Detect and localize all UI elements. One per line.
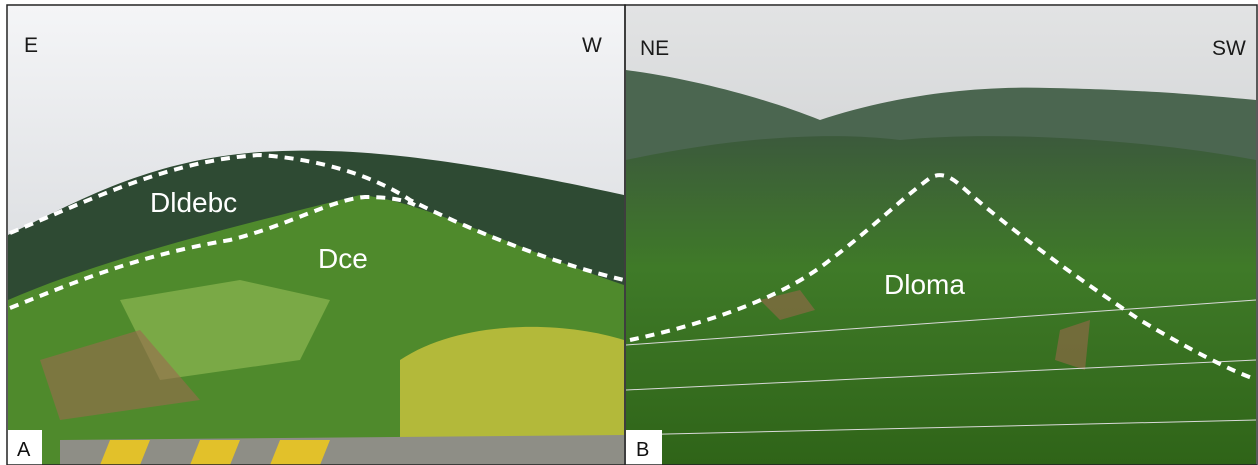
direction-label: SW: [1212, 37, 1246, 60]
unit-label: Dldebc: [150, 187, 237, 218]
direction-label: W: [582, 34, 602, 57]
direction-label: E: [24, 34, 38, 57]
foreground-tree: [400, 327, 624, 440]
figure: E W Dldebc Dce A NE SW Dloma B: [0, 0, 1258, 465]
panel-label: A: [17, 439, 31, 461]
forest: [626, 136, 1256, 465]
unit-label: Dloma: [884, 269, 965, 300]
panel-label: B: [636, 439, 649, 461]
unit-label: Dce: [318, 243, 368, 274]
guardrail-stripes: [100, 440, 330, 465]
panel-b: NE SW Dloma B: [626, 6, 1256, 465]
panel-a: E W Dldebc Dce A: [8, 6, 624, 465]
direction-label: NE: [640, 37, 669, 60]
page: E W Dldebc Dce A NE SW Dloma B (() => { …: [0, 0, 1258, 465]
